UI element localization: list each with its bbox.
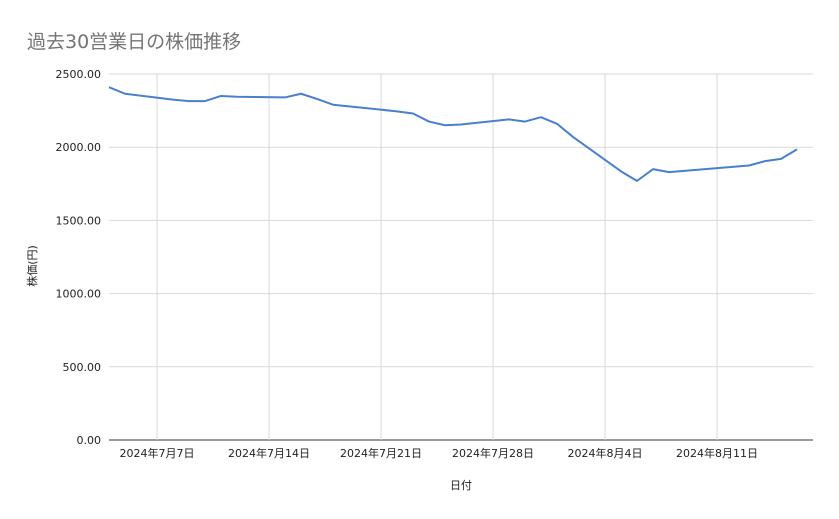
chart-title: 過去30営業日の株価推移 bbox=[27, 31, 242, 53]
x-gridlines bbox=[156, 74, 718, 440]
y-tick-label: 1500.00 bbox=[56, 214, 102, 227]
x-tick-label: 2024年7月7日 bbox=[120, 446, 195, 460]
x-tick-label: 2024年8月4日 bbox=[568, 446, 643, 460]
y-tick-label: 0.00 bbox=[77, 434, 102, 447]
x-tick-label: 2024年7月21日 bbox=[340, 446, 422, 460]
x-axis-title: 日付 bbox=[450, 479, 472, 492]
y-tick-label: 1000.00 bbox=[56, 288, 102, 301]
y-tick-label: 500.00 bbox=[63, 361, 102, 374]
x-tick-label: 2024年7月28日 bbox=[452, 446, 534, 460]
y-tick-label: 2500.00 bbox=[56, 68, 102, 81]
y-tick-label: 2000.00 bbox=[56, 141, 102, 154]
x-tick-labels: 2024年7月7日 2024年7月14日 2024年7月21日 2024年7月28日 2… bbox=[120, 446, 759, 460]
x-tick-label: 2024年7月14日 bbox=[228, 446, 310, 460]
y-axis-title: 株価(円) bbox=[25, 245, 39, 287]
series-line bbox=[108, 86, 798, 182]
x-tick-label: 2024年8月11日 bbox=[676, 446, 758, 460]
y-tick-labels: 0.00 500.00 1000.00 1500.00 2000.00 2500.00 bbox=[56, 68, 102, 447]
series-layer bbox=[108, 86, 798, 182]
y-gridlines bbox=[109, 73, 813, 441]
